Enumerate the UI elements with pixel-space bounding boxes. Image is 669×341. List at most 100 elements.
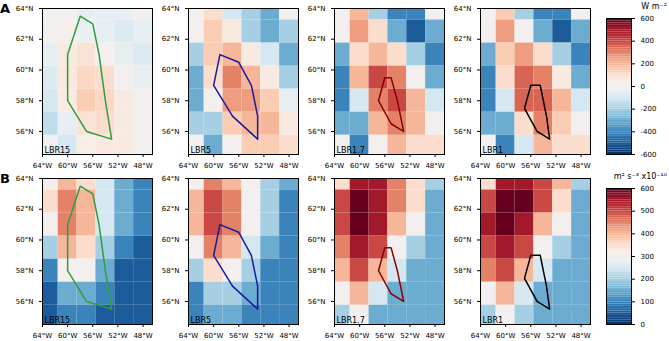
- svg-text:60°W: 60°W: [350, 162, 369, 170]
- svg-text:LBR5: LBR5: [191, 316, 212, 325]
- svg-text:64°N: 64°N: [454, 5, 472, 13]
- svg-text:56°W: 56°W: [375, 162, 394, 170]
- svg-text:52°W: 52°W: [546, 332, 565, 340]
- svg-text:48°W: 48°W: [571, 162, 590, 170]
- svg-text:60°N: 60°N: [162, 66, 180, 74]
- svg-text:56°N: 56°N: [162, 128, 180, 136]
- svg-text:60°N: 60°N: [308, 66, 326, 74]
- svg-text:56°W: 56°W: [521, 162, 540, 170]
- svg-text:64°N: 64°N: [16, 5, 34, 13]
- svg-text:60°N: 60°N: [454, 66, 472, 74]
- svg-text:60°W: 60°W: [58, 162, 77, 170]
- svg-text:56°W: 56°W: [229, 332, 248, 340]
- svg-text:0: 0: [641, 321, 645, 329]
- svg-text:56°N: 56°N: [454, 298, 472, 306]
- svg-text:100: 100: [641, 298, 654, 306]
- svg-text:58°N: 58°N: [308, 267, 326, 275]
- svg-text:60°N: 60°N: [454, 236, 472, 244]
- svg-text:58°N: 58°N: [162, 97, 180, 105]
- svg-text:LBR15: LBR15: [45, 316, 71, 325]
- svg-text:-600: -600: [641, 151, 657, 159]
- svg-text:0: 0: [641, 83, 645, 91]
- svg-text:60°W: 60°W: [204, 332, 223, 340]
- svg-text:52°W: 52°W: [400, 162, 419, 170]
- svg-text:56°W: 56°W: [375, 332, 394, 340]
- svg-text:200: 200: [641, 275, 654, 283]
- svg-text:64°W: 64°W: [33, 162, 52, 170]
- svg-text:52°W: 52°W: [400, 332, 419, 340]
- svg-text:64°W: 64°W: [325, 162, 344, 170]
- svg-text:60°N: 60°N: [162, 236, 180, 244]
- svg-text:64°N: 64°N: [16, 175, 34, 183]
- svg-text:58°N: 58°N: [454, 267, 472, 275]
- svg-text:62°N: 62°N: [308, 205, 326, 213]
- svg-text:64°N: 64°N: [308, 5, 326, 13]
- svg-text:48°W: 48°W: [279, 332, 298, 340]
- svg-text:58°N: 58°N: [16, 267, 34, 275]
- svg-text:56°N: 56°N: [16, 298, 34, 306]
- svg-text:64°W: 64°W: [33, 332, 52, 340]
- svg-text:52°W: 52°W: [108, 332, 127, 340]
- svg-text:56°N: 56°N: [162, 298, 180, 306]
- svg-text:60°N: 60°N: [16, 66, 34, 74]
- svg-text:56°N: 56°N: [454, 128, 472, 136]
- svg-text:62°N: 62°N: [308, 35, 326, 43]
- svg-text:64°N: 64°N: [162, 5, 180, 13]
- svg-text:56°N: 56°N: [308, 128, 326, 136]
- svg-text:52°W: 52°W: [254, 332, 273, 340]
- svg-text:56°W: 56°W: [521, 332, 540, 340]
- svg-text:48°W: 48°W: [425, 162, 444, 170]
- svg-text:48°W: 48°W: [133, 162, 152, 170]
- svg-text:62°N: 62°N: [162, 35, 180, 43]
- svg-text:48°W: 48°W: [279, 162, 298, 170]
- svg-text:64°N: 64°N: [162, 175, 180, 183]
- svg-text:600: 600: [641, 185, 654, 193]
- svg-text:64°N: 64°N: [308, 175, 326, 183]
- svg-text:64°W: 64°W: [325, 332, 344, 340]
- svg-text:60°N: 60°N: [308, 236, 326, 244]
- svg-text:52°W: 52°W: [546, 162, 565, 170]
- svg-text:62°N: 62°N: [162, 205, 180, 213]
- svg-text:300: 300: [641, 253, 654, 261]
- svg-text:LBR1: LBR1: [483, 316, 504, 325]
- svg-text:400: 400: [641, 230, 654, 238]
- svg-text:LBR1.7: LBR1.7: [337, 146, 365, 155]
- svg-text:600: 600: [641, 15, 654, 23]
- svg-text:56°W: 56°W: [83, 162, 102, 170]
- svg-text:62°N: 62°N: [16, 205, 34, 213]
- svg-text:52°W: 52°W: [108, 162, 127, 170]
- svg-text:500: 500: [641, 207, 654, 215]
- svg-text:48°W: 48°W: [571, 332, 590, 340]
- svg-text:-200: -200: [641, 105, 657, 113]
- svg-text:58°N: 58°N: [308, 97, 326, 105]
- svg-text:56°N: 56°N: [16, 128, 34, 136]
- svg-text:60°N: 60°N: [16, 236, 34, 244]
- svg-text:56°W: 56°W: [229, 162, 248, 170]
- svg-text:56°W: 56°W: [83, 332, 102, 340]
- svg-text:LBR5: LBR5: [191, 146, 212, 155]
- svg-text:60°W: 60°W: [496, 332, 515, 340]
- svg-text:60°W: 60°W: [496, 162, 515, 170]
- svg-text:52°W: 52°W: [254, 162, 273, 170]
- svg-text:60°W: 60°W: [350, 332, 369, 340]
- svg-text:62°N: 62°N: [454, 205, 472, 213]
- svg-text:200: 200: [641, 60, 654, 68]
- svg-text:64°W: 64°W: [471, 162, 490, 170]
- svg-text:48°W: 48°W: [133, 332, 152, 340]
- svg-text:64°N: 64°N: [454, 175, 472, 183]
- svg-text:60°W: 60°W: [58, 332, 77, 340]
- svg-text:58°N: 58°N: [454, 97, 472, 105]
- svg-text:62°N: 62°N: [454, 35, 472, 43]
- svg-text:58°N: 58°N: [16, 97, 34, 105]
- svg-text:64°W: 64°W: [179, 332, 198, 340]
- svg-text:60°W: 60°W: [204, 162, 223, 170]
- svg-text:400: 400: [641, 37, 654, 45]
- svg-text:64°W: 64°W: [179, 162, 198, 170]
- svg-text:56°N: 56°N: [308, 298, 326, 306]
- svg-text:LBR15: LBR15: [45, 146, 71, 155]
- svg-text:LBR1: LBR1: [483, 146, 504, 155]
- svg-text:-400: -400: [641, 128, 657, 136]
- svg-text:64°W: 64°W: [471, 332, 490, 340]
- svg-text:58°N: 58°N: [162, 267, 180, 275]
- svg-text:48°W: 48°W: [425, 332, 444, 340]
